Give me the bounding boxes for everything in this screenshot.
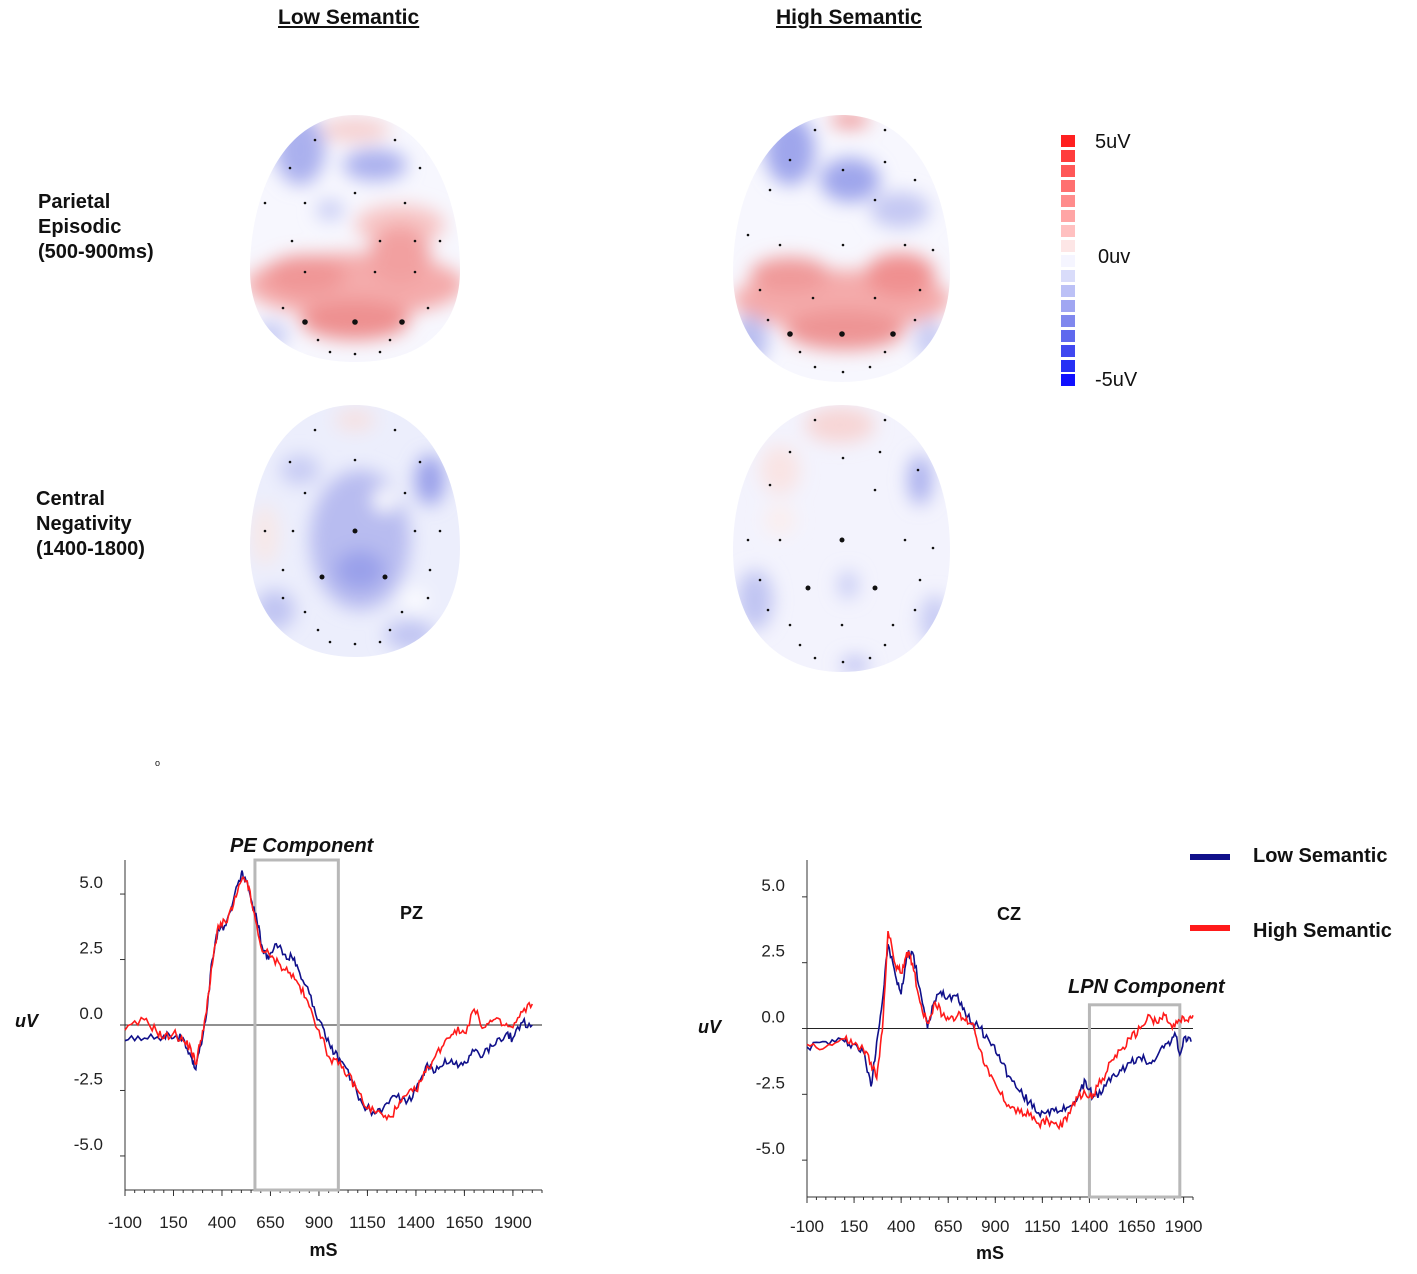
column-header-high-semantic: High Semantic [776, 6, 922, 29]
legend-label-low: Low Semantic [1253, 845, 1388, 867]
electrode-title: PZ [400, 903, 423, 923]
topographic-maps [250, 115, 1075, 672]
x-tick-label: 400 [887, 1217, 915, 1236]
electrode-title: CZ [997, 904, 1021, 924]
colorbar-max-label: 5uV [1095, 131, 1131, 153]
x-tick-label: -100 [108, 1213, 142, 1232]
component-annotation: PE Component [230, 835, 375, 857]
row-label-line: Central [36, 488, 105, 510]
x-tick-label: 400 [208, 1213, 236, 1232]
series-line-low-semantic [124, 870, 533, 1118]
legend-swatch-high [1190, 925, 1230, 931]
y-tick-label: 2.5 [761, 942, 785, 961]
row-label-line: (1400-1800) [36, 538, 145, 560]
head-map-low-parietal [250, 115, 460, 362]
y-tick-label: 0.0 [761, 1008, 785, 1027]
row-label-line: (500-900ms) [38, 241, 154, 263]
color-bar [1061, 135, 1075, 386]
x-tick-label: -100 [790, 1217, 824, 1236]
colorbar-mid-label: 0uv [1098, 246, 1131, 268]
y-tick-label: 0.0 [79, 1004, 103, 1023]
x-tick-label: 1900 [494, 1213, 532, 1232]
y-axis-label: uV [15, 1011, 40, 1031]
colorbar-min-label: -5uV [1095, 369, 1138, 391]
series-line-high-semantic [124, 875, 534, 1122]
pz-erp-chart: 5.0 2.5 0.0 -2.5 -5.0 -100 150 400 650 900 1150 140… [15, 835, 543, 1260]
x-tick-label: 150 [159, 1213, 187, 1232]
row-label-line: Negativity [36, 513, 132, 535]
x-tick-label: 650 [256, 1213, 284, 1232]
x-tick-label: 900 [305, 1213, 333, 1232]
y-tick-label: 2.5 [79, 939, 103, 958]
x-tick-label: 1400 [1071, 1217, 1109, 1236]
electrode-dots [263, 128, 935, 664]
legend-swatch-low [1190, 854, 1230, 860]
stray-mark: o [155, 758, 161, 768]
x-axis-label: mS [309, 1240, 337, 1260]
y-axis-label: uV [698, 1017, 723, 1037]
y-tick-label: -2.5 [756, 1073, 785, 1092]
x-tick-label: 1650 [1118, 1217, 1156, 1236]
y-tick-label: -2.5 [74, 1069, 103, 1088]
y-tick-label: -5.0 [74, 1135, 103, 1154]
series-line-low-semantic [806, 943, 1192, 1119]
component-window-box [253, 858, 340, 1192]
x-tick-label: 1400 [397, 1213, 435, 1232]
x-tick-label: 1900 [1165, 1217, 1203, 1236]
column-header-low-semantic: Low Semantic [278, 6, 420, 29]
y-tick-label: 5.0 [79, 873, 103, 892]
x-tick-label: 900 [981, 1217, 1009, 1236]
component-annotation: LPN Component [1068, 976, 1226, 998]
x-tick-label: 1650 [446, 1213, 484, 1232]
row-label-central-negativity: Central Negativity (1400-1800) [36, 487, 145, 562]
row-label-line: Parietal [38, 191, 111, 213]
legend-label-high: High Semantic [1253, 920, 1392, 942]
x-tick-label: 150 [840, 1217, 868, 1236]
x-tick-label: 650 [934, 1217, 962, 1236]
row-label-parietal-episodic: Parietal Episodic (500-900ms) [38, 190, 154, 265]
cz-erp-chart: 5.0 2.5 0.0 -2.5 -5.0 -100 150 400 650 900 1150 140… [698, 860, 1226, 1263]
row-label-line: Episodic [38, 216, 122, 238]
x-tick-label: 1150 [1024, 1217, 1061, 1236]
series-line-high-semantic [806, 930, 1194, 1131]
y-tick-label: 5.0 [761, 876, 785, 895]
x-axis-label: mS [976, 1243, 1004, 1263]
y-tick-label: -5.0 [756, 1139, 785, 1158]
head-map-high-parietal [733, 115, 950, 382]
head-map-high-central [733, 405, 950, 672]
component-window-box [1087, 1003, 1182, 1199]
x-tick-label: 1150 [349, 1213, 386, 1232]
